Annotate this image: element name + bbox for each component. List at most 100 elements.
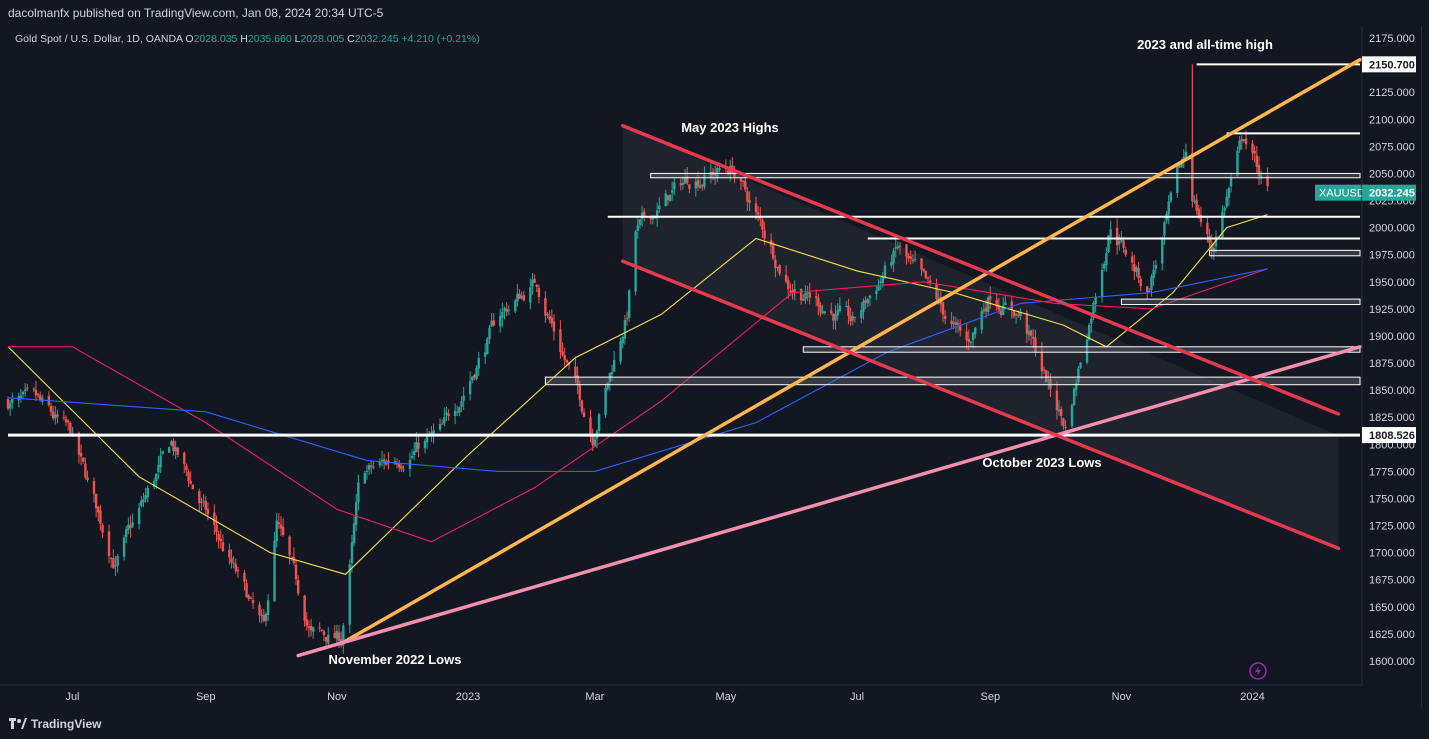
candle-body[interactable] [84, 463, 87, 478]
candle-body[interactable] [294, 564, 298, 580]
candle-body[interactable] [109, 558, 113, 560]
candle-body[interactable] [928, 280, 932, 284]
candle-body[interactable] [578, 383, 581, 400]
candle-body[interactable] [318, 627, 321, 629]
candle-body[interactable] [1229, 177, 1233, 187]
candle-body[interactable] [896, 246, 900, 249]
candle-body[interactable] [92, 481, 96, 494]
candle-body[interactable] [1044, 370, 1048, 383]
candle-body[interactable] [799, 288, 803, 301]
candle-body[interactable] [1072, 388, 1076, 406]
candle-body[interactable] [305, 619, 308, 626]
candle-body[interactable] [116, 556, 119, 566]
candle-body[interactable] [1238, 140, 1241, 150]
candle-body[interactable] [1242, 139, 1246, 141]
candle-body[interactable] [802, 299, 805, 301]
candle-body[interactable] [593, 439, 596, 447]
candle-body[interactable] [754, 203, 758, 213]
candle-body[interactable] [324, 636, 328, 642]
candle-body[interactable] [636, 225, 639, 231]
candle-body[interactable] [1139, 279, 1142, 286]
candle-body[interactable] [288, 536, 291, 556]
tradingview-logo[interactable]: TradingView [9, 717, 101, 731]
candle-body[interactable] [168, 447, 171, 453]
candle-body[interactable] [862, 300, 865, 312]
candle-body[interactable] [830, 310, 833, 314]
candle-body[interactable] [726, 170, 730, 175]
candle-body[interactable] [986, 297, 990, 312]
candle-body[interactable] [709, 171, 713, 178]
candle-body[interactable] [1075, 382, 1078, 390]
candle-body[interactable] [503, 308, 506, 311]
candle-body[interactable] [1255, 155, 1259, 167]
candle-body[interactable] [296, 580, 300, 594]
candle-body[interactable] [1077, 368, 1080, 383]
candle-body[interactable] [468, 381, 472, 395]
candle-body[interactable] [372, 466, 375, 468]
candle-body[interactable] [1169, 192, 1173, 201]
candle-body[interactable] [883, 265, 887, 278]
candle-body[interactable] [868, 295, 872, 299]
candle-body[interactable] [333, 632, 336, 639]
candle-body[interactable] [1133, 264, 1136, 272]
candle-body[interactable] [890, 262, 893, 266]
candle-body[interactable] [520, 295, 523, 298]
candle-body[interactable] [382, 459, 386, 464]
candle-body[interactable] [576, 375, 579, 386]
candle-body[interactable] [1049, 378, 1052, 390]
candle-body[interactable] [552, 321, 556, 332]
candle-body[interactable] [627, 290, 631, 318]
candle-body[interactable] [312, 627, 315, 632]
candle-body[interactable] [279, 524, 283, 529]
candle-body[interactable] [322, 631, 326, 635]
candle-body[interactable] [670, 190, 674, 193]
candle-body[interactable] [696, 180, 700, 187]
candle-body[interactable] [529, 287, 532, 303]
candle-body[interactable] [1154, 264, 1158, 269]
candle-body[interactable] [574, 366, 577, 377]
candle-body[interactable] [1178, 165, 1181, 168]
candle-body[interactable] [851, 316, 854, 321]
candle-body[interactable] [1025, 312, 1029, 334]
candle-body[interactable] [746, 191, 749, 202]
candle-body[interactable] [713, 173, 717, 176]
candle-body[interactable] [477, 357, 480, 369]
candle-body[interactable] [612, 360, 616, 372]
candle-body[interactable] [804, 292, 807, 300]
candle-body[interactable] [1266, 176, 1269, 187]
candle-body[interactable] [774, 259, 777, 268]
candle-body[interactable] [778, 265, 781, 274]
candle-body[interactable] [698, 185, 702, 188]
candle-body[interactable] [236, 570, 240, 572]
candle-body[interactable] [565, 359, 569, 363]
candle-body[interactable] [877, 284, 880, 291]
candle-body[interactable] [54, 414, 57, 419]
candle-body[interactable] [56, 414, 59, 417]
candle-body[interactable] [1029, 330, 1033, 336]
candle-body[interactable] [473, 375, 476, 378]
candle-body[interactable] [866, 299, 869, 304]
candle-body[interactable] [131, 522, 134, 527]
candle-body[interactable] [847, 305, 850, 316]
candle-body[interactable] [974, 327, 977, 335]
candle-body[interactable] [1182, 156, 1185, 161]
candle-body[interactable] [664, 193, 667, 207]
candle-body[interactable] [440, 423, 444, 425]
candle-body[interactable] [1251, 143, 1254, 153]
candle-body[interactable] [112, 558, 115, 569]
candle-body[interactable] [1163, 222, 1166, 236]
candle-body[interactable] [1047, 379, 1050, 381]
candle-body[interactable] [1212, 247, 1216, 252]
candle-body[interactable] [845, 306, 848, 308]
candle-body[interactable] [1087, 324, 1091, 340]
candle-body[interactable] [51, 411, 55, 419]
candle-body[interactable] [1118, 240, 1121, 245]
candle-body[interactable] [733, 173, 736, 177]
candle-body[interactable] [488, 327, 491, 339]
candle-body[interactable] [1079, 362, 1082, 368]
candle-body[interactable] [200, 501, 203, 503]
candle-body[interactable] [1034, 337, 1037, 353]
trendline-3[interactable] [620, 259, 1341, 551]
candle-body[interactable] [275, 520, 278, 541]
candle-body[interactable] [152, 480, 156, 488]
